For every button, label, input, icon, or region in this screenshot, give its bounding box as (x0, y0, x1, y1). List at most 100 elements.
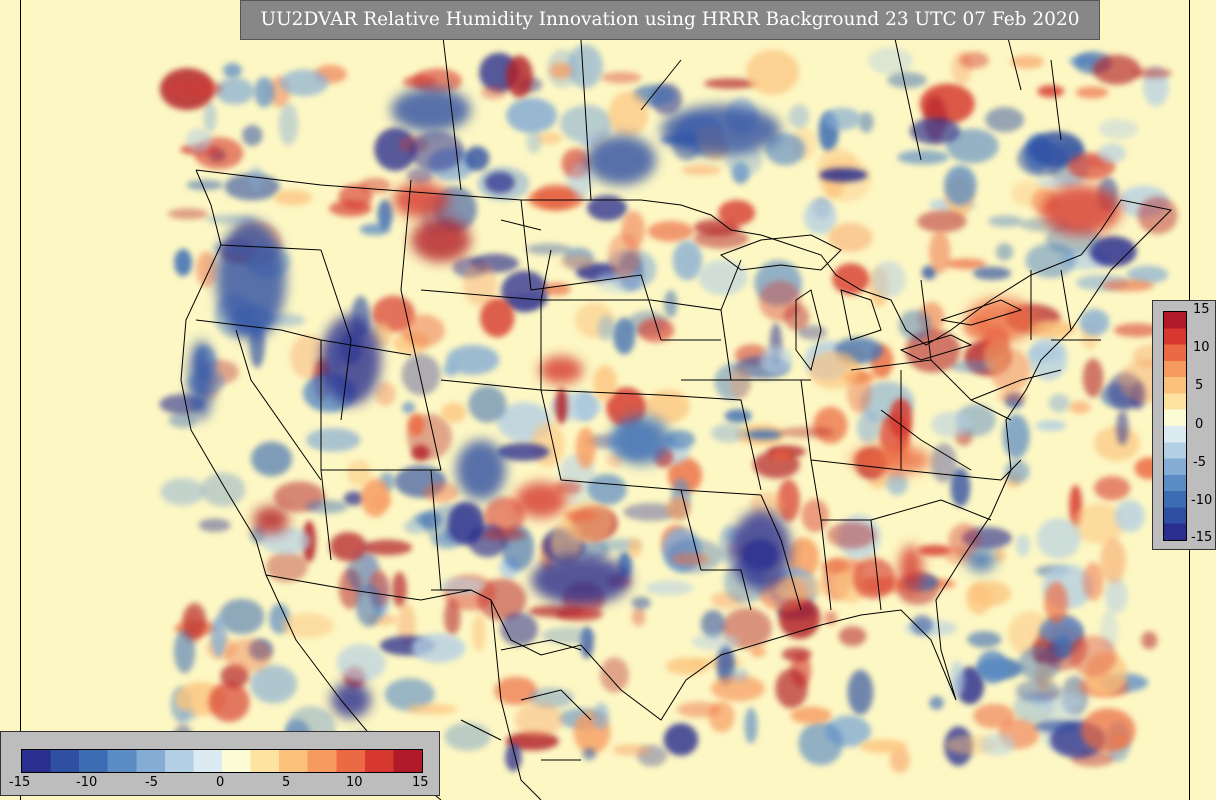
innovation-blob (215, 77, 255, 105)
innovation-blob (718, 199, 756, 226)
innovation-blob (1010, 55, 1045, 69)
innovation-blob (700, 610, 726, 639)
innovation-blob (1044, 581, 1068, 624)
innovation-blob (407, 413, 425, 437)
innovation-blob (1104, 577, 1128, 614)
innovation-feature (393, 182, 449, 218)
innovation-blob (917, 210, 967, 233)
innovation-blob (549, 62, 572, 79)
innovation-blob (945, 258, 987, 270)
innovation-blob (1141, 631, 1158, 650)
innovation-blob (798, 721, 844, 766)
innovation-blob (464, 146, 490, 171)
innovation-blob (1116, 410, 1129, 446)
innovation-blob (346, 459, 372, 487)
innovation-blob (595, 269, 644, 294)
innovation-blob (1132, 67, 1173, 79)
innovation-blob (1113, 323, 1160, 338)
horizontal-colorbar-gradient (21, 749, 423, 773)
innovation-blob (525, 243, 572, 255)
canada-lines (440, 9, 1062, 201)
innovation-blob (1035, 420, 1067, 431)
us-outline (180, 169, 1173, 721)
innovation-blob (505, 731, 559, 751)
vertical-tick-label: -10 (1191, 493, 1213, 508)
innovation-blob (182, 602, 207, 641)
innovation-blob (391, 571, 407, 608)
innovation-blob (441, 402, 467, 423)
innovation-feature (531, 555, 631, 605)
innovation-feature (331, 682, 371, 718)
innovation-feature (661, 105, 781, 155)
innovation-blob (208, 682, 250, 722)
innovation-blob (611, 744, 652, 756)
innovation-blob (401, 353, 441, 396)
innovation-blob (824, 107, 862, 131)
innovation-blob (422, 482, 459, 503)
innovation-blob (691, 633, 740, 651)
map-panel (20, 0, 1190, 800)
innovation-blob (681, 164, 722, 176)
innovation-blob (514, 702, 564, 738)
innovation-blob (647, 220, 694, 242)
innovation-blob (929, 696, 944, 710)
innovation-blob (777, 479, 800, 522)
innovation-blob (597, 315, 615, 341)
innovation-blob (174, 248, 193, 277)
innovation-blob (593, 702, 610, 730)
innovation-blob (1094, 476, 1131, 501)
innovation-blob (468, 385, 507, 423)
horizontal-tick-label: 15 (412, 775, 429, 790)
innovation-blob (1098, 118, 1139, 139)
innovation-blob (305, 499, 349, 514)
innovation-blob (672, 240, 703, 281)
innovation-blob (160, 478, 205, 506)
innovation-blob (411, 633, 466, 663)
innovation-blob (897, 150, 949, 165)
innovation-blob (526, 130, 542, 154)
innovation-blob (242, 124, 263, 146)
innovation-blob (600, 657, 629, 693)
innovation-blob (665, 657, 708, 675)
vertical-tick-label: -15 (1191, 530, 1213, 545)
innovation-feature (321, 315, 381, 405)
innovation-blob (355, 584, 383, 627)
innovation-blob (273, 189, 312, 206)
innovation-feature (391, 88, 471, 132)
innovation-blob (444, 722, 491, 751)
innovation-blob (179, 709, 196, 722)
vertical-tick-label: 5 (1195, 378, 1204, 393)
innovation-blob (560, 254, 594, 270)
innovation-blob (1027, 320, 1077, 338)
innovation-blob (225, 638, 272, 673)
horizontal-tick-label: -15 (9, 775, 31, 790)
horizontal-tick-label: 10 (346, 775, 363, 790)
map-title: UU2DVAR Relative Humidity Innovation usi… (240, 0, 1100, 40)
innovation-blob (362, 539, 412, 556)
innovation-blob (966, 582, 992, 615)
innovation-blob (1101, 279, 1155, 292)
innovation-blob (887, 72, 927, 89)
innovation-blob (608, 91, 649, 137)
innovation-blob (765, 133, 806, 166)
innovation-blob (582, 747, 596, 761)
innovation-field (159, 44, 1179, 774)
innovation-blob (480, 85, 507, 100)
innovation-blob (746, 49, 800, 95)
innovation-blob (950, 360, 996, 373)
innovation-blob (631, 596, 651, 610)
innovation-blob (210, 615, 227, 658)
innovation-blob (497, 443, 550, 461)
innovation-map (21, 0, 1189, 800)
innovation-blob (623, 503, 679, 521)
innovation-blob (1036, 177, 1084, 188)
innovation-blob (771, 575, 826, 600)
innovation-blob (198, 518, 231, 532)
innovation-blob (808, 350, 860, 390)
innovation-blob (508, 293, 549, 309)
innovation-blob (993, 548, 1006, 563)
innovation-blob (711, 675, 765, 702)
innovation-blob (949, 660, 965, 698)
innovation-blob (898, 309, 932, 341)
innovation-blob (645, 580, 694, 596)
